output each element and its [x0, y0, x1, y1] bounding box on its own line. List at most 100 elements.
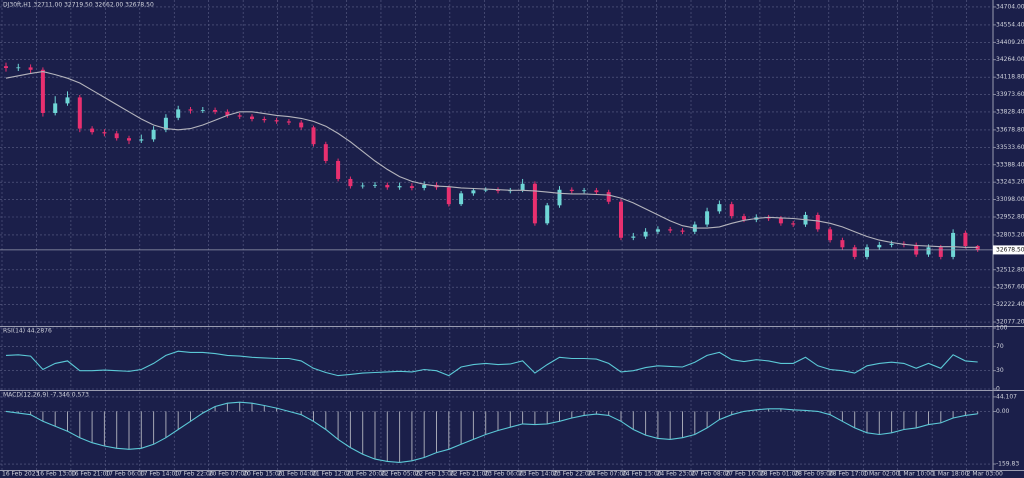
macd-bar: [362, 411, 364, 455]
y-tick-label: 32077.20: [996, 319, 1024, 326]
candle-body: [176, 109, 181, 118]
macd-bar: [153, 411, 155, 445]
x-tick-label: 17 Feb 06:00: [105, 471, 145, 478]
macd-bar: [952, 411, 954, 418]
candle-body: [28, 67, 33, 70]
y-tick-label: 0.00: [996, 408, 1010, 415]
x-tick-label: 2 Mar 03:00: [967, 471, 1003, 478]
macd-bar: [903, 411, 905, 430]
y-tick-label: 34264.00: [996, 56, 1024, 63]
price-label: 32678.50: [996, 246, 1024, 253]
macd-bar: [731, 411, 733, 415]
x-tick-label: 24 Feb 07:00: [588, 471, 628, 478]
y-tick-label: 33388.40: [996, 161, 1024, 168]
x-tick-label: 21 Feb 04:00: [278, 471, 318, 478]
macd-bar: [411, 411, 413, 461]
candle-body: [668, 229, 673, 231]
candle-body: [299, 122, 304, 128]
x-tick-label: 28 Feb 01:00: [760, 471, 800, 478]
macd-bar: [325, 411, 327, 430]
macd-bar: [891, 411, 893, 433]
macd-bar: [559, 411, 560, 422]
macd-bar: [251, 403, 253, 412]
x-tick-label: 23 Feb 22:00: [553, 471, 593, 478]
candle-body: [65, 97, 70, 104]
candle-body: [459, 193, 464, 205]
candle-body: [114, 133, 119, 139]
candle-body: [742, 216, 746, 220]
macd-bar: [399, 411, 401, 463]
candle-body: [815, 214, 820, 230]
macd-bar: [595, 411, 597, 415]
candle-body: [791, 223, 796, 225]
candle-body: [778, 218, 783, 224]
y-tick-label: 70: [996, 343, 1004, 350]
x-tick-label: 21 Feb 20:00: [347, 471, 387, 478]
macd-bar: [694, 411, 696, 435]
candle-body: [336, 160, 341, 179]
x-tick-label: 22 Feb 21:00: [450, 471, 490, 478]
y-tick-label: 32222.40: [996, 301, 1024, 308]
candle-body: [532, 183, 537, 224]
macd-bar: [202, 411, 204, 414]
macd-bar: [608, 411, 610, 416]
candle-body: [274, 120, 279, 122]
x-tick-label: 28 Feb 17:00: [829, 471, 869, 478]
candle-body: [582, 190, 587, 192]
macd-bar: [374, 411, 376, 460]
macd-bar: [79, 411, 81, 438]
candle-body: [213, 109, 218, 112]
macd-bar: [522, 411, 524, 424]
y-tick-label: 33098.00: [996, 196, 1024, 203]
y-tick-label: 34704.00: [996, 3, 1024, 10]
candle-body: [188, 109, 193, 111]
candle-body: [717, 204, 722, 212]
x-tick-label: 21 Feb 12:00: [312, 471, 352, 478]
candle-body: [840, 240, 845, 248]
candle-body: [569, 189, 574, 191]
y-tick-label: 34554.40: [996, 21, 1024, 28]
candle-body: [262, 118, 267, 121]
macd-bar: [583, 411, 585, 416]
candle-body: [348, 178, 353, 187]
macd-bar: [546, 411, 548, 424]
macd-bar: [239, 402, 241, 412]
candle-body: [360, 185, 365, 187]
candle-body: [323, 144, 328, 161]
macd-bar: [940, 411, 942, 423]
y-tick-label: 32512.80: [996, 266, 1024, 273]
macd-bar: [829, 411, 831, 415]
macd-bar: [928, 411, 929, 425]
x-tick-label: 17 Feb 22:00: [174, 471, 214, 478]
macd-bar: [497, 411, 499, 431]
candle-body: [557, 189, 562, 206]
macd-bar: [755, 409, 757, 412]
candle-body: [631, 236, 636, 238]
macd-bar: [645, 411, 647, 436]
macd-bar: [460, 411, 462, 445]
y-tick-label: 33828.40: [996, 108, 1024, 115]
y-tick-label: -159.83: [996, 461, 1019, 468]
candle-body: [877, 244, 882, 248]
candle-body: [397, 186, 402, 188]
macd-bar: [964, 411, 966, 416]
macd-bar: [177, 411, 179, 430]
macd-title: MACD(12,26,9) -7.346 0.573: [3, 392, 89, 399]
y-tick-label: 0: [996, 386, 1000, 393]
candle-body: [77, 97, 82, 129]
candle-body: [545, 205, 550, 224]
x-tick-label: 16 Feb 2023: [2, 471, 40, 478]
candle-body: [483, 189, 488, 191]
candle-body: [102, 132, 107, 134]
macd-bar: [386, 411, 388, 462]
macd-bar: [276, 408, 278, 412]
rsi-line: [5, 350, 978, 377]
x-tick-label: 1 Mar 10:00: [898, 471, 934, 478]
macd-bar: [103, 411, 105, 446]
candle-body: [16, 67, 21, 69]
candle-body: [225, 111, 230, 116]
candle-body: [237, 115, 242, 117]
